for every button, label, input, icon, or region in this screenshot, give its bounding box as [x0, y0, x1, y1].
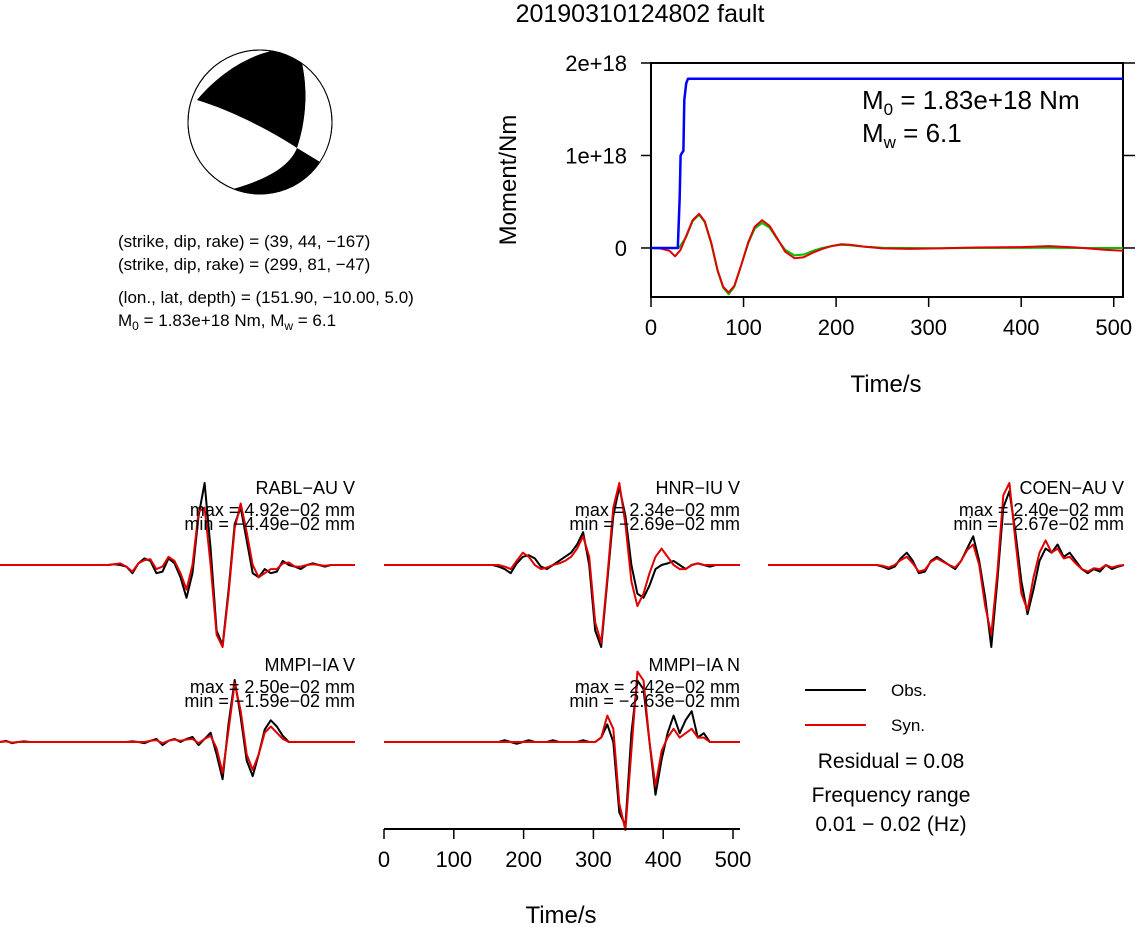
station-label: MMPI−IA V [264, 655, 355, 675]
min-amplitude: min = −2.69e−02 mm [569, 514, 740, 534]
focal-mechanism-beachball [187, 49, 333, 195]
moment-xtick-label: 0 [645, 315, 657, 340]
moment-cumulative-line [651, 77, 1123, 250]
moment-plot-ticks: 0 100 200 300 400 500 0 1e+18 2e+18 [565, 51, 1135, 340]
moment-xlabel: Time/s [850, 371, 921, 398]
moment-ytick-label: 0 [615, 236, 627, 261]
synthetic-trace [384, 670, 740, 831]
max-amplitude: max = 2.40e−02 mm [959, 500, 1124, 520]
moment-xtick-label: 100 [725, 315, 762, 340]
nodal-plane-2: (strike, dip, rake) = (299, 81, −47) [118, 255, 370, 274]
frequency-range-label: Frequency range [812, 784, 971, 807]
max-amplitude: max = 4.92e−02 mm [190, 500, 355, 520]
beachball-dilatation-east [297, 55, 331, 165]
waveform-xtick-label: 300 [575, 847, 612, 872]
waveform-xtick-label: 400 [645, 847, 682, 872]
moment-xtick-label: 300 [910, 315, 947, 340]
hypocenter-location: (lon., lat, depth) = (151.90, −10.00, 5.… [118, 288, 414, 307]
legend-syn-label: Syn. [891, 716, 925, 735]
m0-label: M0 = 1.83e+18 Nm [862, 85, 1080, 119]
mw-label: Mw = 6.1 [862, 118, 962, 152]
moment-ylabel: Moment/Nm [495, 115, 522, 246]
legend: Obs. Syn. [805, 681, 927, 735]
legend-obs-label: Obs. [891, 681, 927, 700]
moment-plot-frame [650, 62, 1124, 298]
station-label: MMPI−IA N [648, 655, 740, 675]
waveform-xtick-label: 100 [435, 847, 472, 872]
min-amplitude: min = −2.67e−02 mm [953, 514, 1124, 534]
synthetic-trace [0, 502, 355, 648]
max-amplitude: max = 2.42e−02 mm [575, 677, 740, 697]
synthetic-trace [384, 482, 740, 644]
min-amplitude: min = −2.63e−02 mm [569, 691, 740, 711]
moment-xtick-label: 200 [818, 315, 855, 340]
synthetic-trace [0, 682, 355, 774]
max-amplitude: max = 2.50e−02 mm [190, 677, 355, 697]
moment-rate-red-line [650, 212, 1124, 294]
moment-ytick-label: 1e+18 [565, 143, 627, 168]
synthetic-trace [768, 482, 1125, 636]
min-amplitude: min = −4.49e−02 mm [184, 514, 355, 534]
moment-xtick-label: 400 [1003, 315, 1040, 340]
station-label: HNR−IU V [655, 478, 740, 498]
nodal-plane-1: (strike, dip, rake) = (39, 44, −167) [118, 232, 370, 251]
waveform-xtick-label: 200 [505, 847, 542, 872]
moment-function-plot: 0 100 200 300 400 500 0 1e+18 2e+18 M0 = 1.83e+1… [495, 51, 1135, 398]
station-label: RABL−AU V [255, 478, 355, 498]
beachball-compression-north [197, 50, 306, 149]
waveform-xlabel: Time/s [525, 902, 596, 927]
moment-summary: M0 = 1.83e+18 Nm, Mw = 6.1 [118, 311, 336, 333]
min-amplitude: min = −1.59e−02 mm [184, 691, 355, 711]
station-label: COEN−AU V [1019, 478, 1124, 498]
waveform-xtick-label: 0 [378, 847, 390, 872]
frequency-range-value: 0.01 − 0.02 (Hz) [815, 813, 966, 836]
moment-xtick-label: 500 [1095, 315, 1132, 340]
max-amplitude: max = 2.34e−02 mm [575, 500, 740, 520]
moment-ytick-label: 2e+18 [565, 51, 627, 76]
figure-title: 20190310124802 fault [516, 0, 765, 28]
residual-value: Residual = 0.08 [818, 750, 965, 773]
waveform-xtick-label: 500 [715, 847, 752, 872]
waveform-time-axis: 0 100 200 300 400 500 [378, 828, 752, 872]
moment-plot-series [650, 77, 1124, 296]
